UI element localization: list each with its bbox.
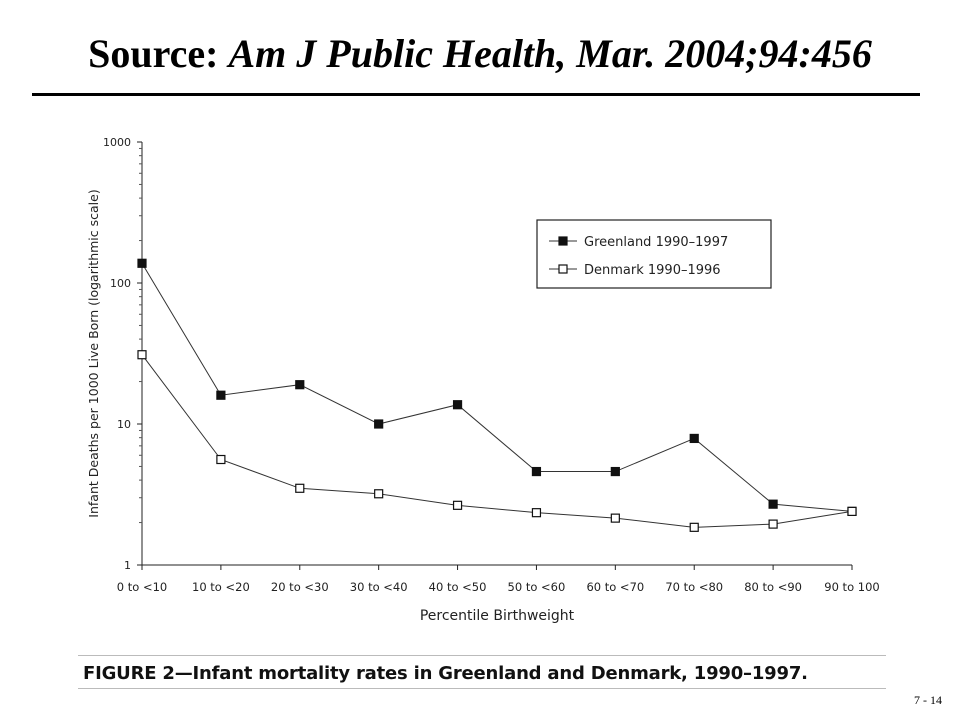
title-underline <box>32 93 920 96</box>
y-axis-label: Infant Deaths per 1000 Live Born (logari… <box>86 189 101 517</box>
chart-ticks: 1 10 100 1000 0 to <10 10 to <20 20 to <30 30 t… <box>86 136 880 624</box>
series-point-0 <box>374 419 384 429</box>
chart-series <box>137 258 857 532</box>
x-tick-label: 10 to <20 <box>192 580 250 594</box>
series-point-1 <box>610 513 620 523</box>
slide-title: Source: Am J Public Health, Mar. 2004;94… <box>0 30 960 77</box>
series-point-0 <box>768 499 778 509</box>
title-citation: Am J Public Health, Mar. 2004;94:456 <box>228 31 872 76</box>
y-tick-label: 100 <box>110 277 131 290</box>
y-tick-label: 1 <box>124 559 131 572</box>
y-tick-label: 10 <box>117 418 131 431</box>
x-tick-label: 40 to <50 <box>429 580 487 594</box>
series-point-0 <box>531 466 542 477</box>
y-tick-label: 1000 <box>103 136 131 149</box>
series-point-1 <box>689 522 699 532</box>
caption-rule-bottom <box>78 688 886 689</box>
series-point-1 <box>847 506 857 516</box>
x-axis-label: Percentile Birthweight <box>420 608 575 624</box>
series-point-1 <box>216 454 226 465</box>
x-tick-label: 50 to <60 <box>508 580 566 594</box>
legend-box <box>536 219 772 289</box>
caption-rule-top <box>78 655 886 656</box>
x-tick-label: 80 to <90 <box>744 580 802 594</box>
legend-swatch-marker <box>558 236 568 246</box>
slide-number: 7 - 14 <box>914 693 942 707</box>
series-point-0 <box>137 258 147 268</box>
x-tick-label: 0 to <10 <box>117 580 167 594</box>
figure-caption: FIGURE 2—Infant mortality rates in Green… <box>83 663 808 684</box>
x-tick-label: 30 to <40 <box>350 580 408 594</box>
series-point-1 <box>295 483 305 493</box>
x-tick-label: 90 to 100 <box>824 580 879 594</box>
series-point-1 <box>452 500 463 510</box>
series-line-0 <box>141 263 853 512</box>
title-prefix: Source: <box>88 31 219 76</box>
series-point-0 <box>216 390 226 400</box>
series-point-0 <box>610 466 620 477</box>
x-tick-label: 20 to <30 <box>271 580 329 594</box>
series-point-0 <box>689 433 699 444</box>
x-tick-label: 70 to <80 <box>665 580 723 594</box>
legend-label: Denmark 1990–1996 <box>584 263 721 278</box>
series-point-1 <box>137 350 147 360</box>
series-point-1 <box>531 508 542 518</box>
series-point-0 <box>452 400 463 410</box>
series-line-1 <box>141 354 853 528</box>
legend-swatch-marker <box>558 264 568 274</box>
series-point-1 <box>768 519 778 529</box>
chart-legend: Greenland 1990–1997 Denmark 1990–1996 <box>536 219 772 289</box>
series-point-0 <box>295 380 305 390</box>
legend-label: Greenland 1990–1997 <box>584 235 728 250</box>
x-tick-label: 60 to <70 <box>586 580 644 594</box>
chart-axes <box>141 142 852 566</box>
series-point-1 <box>374 489 384 499</box>
